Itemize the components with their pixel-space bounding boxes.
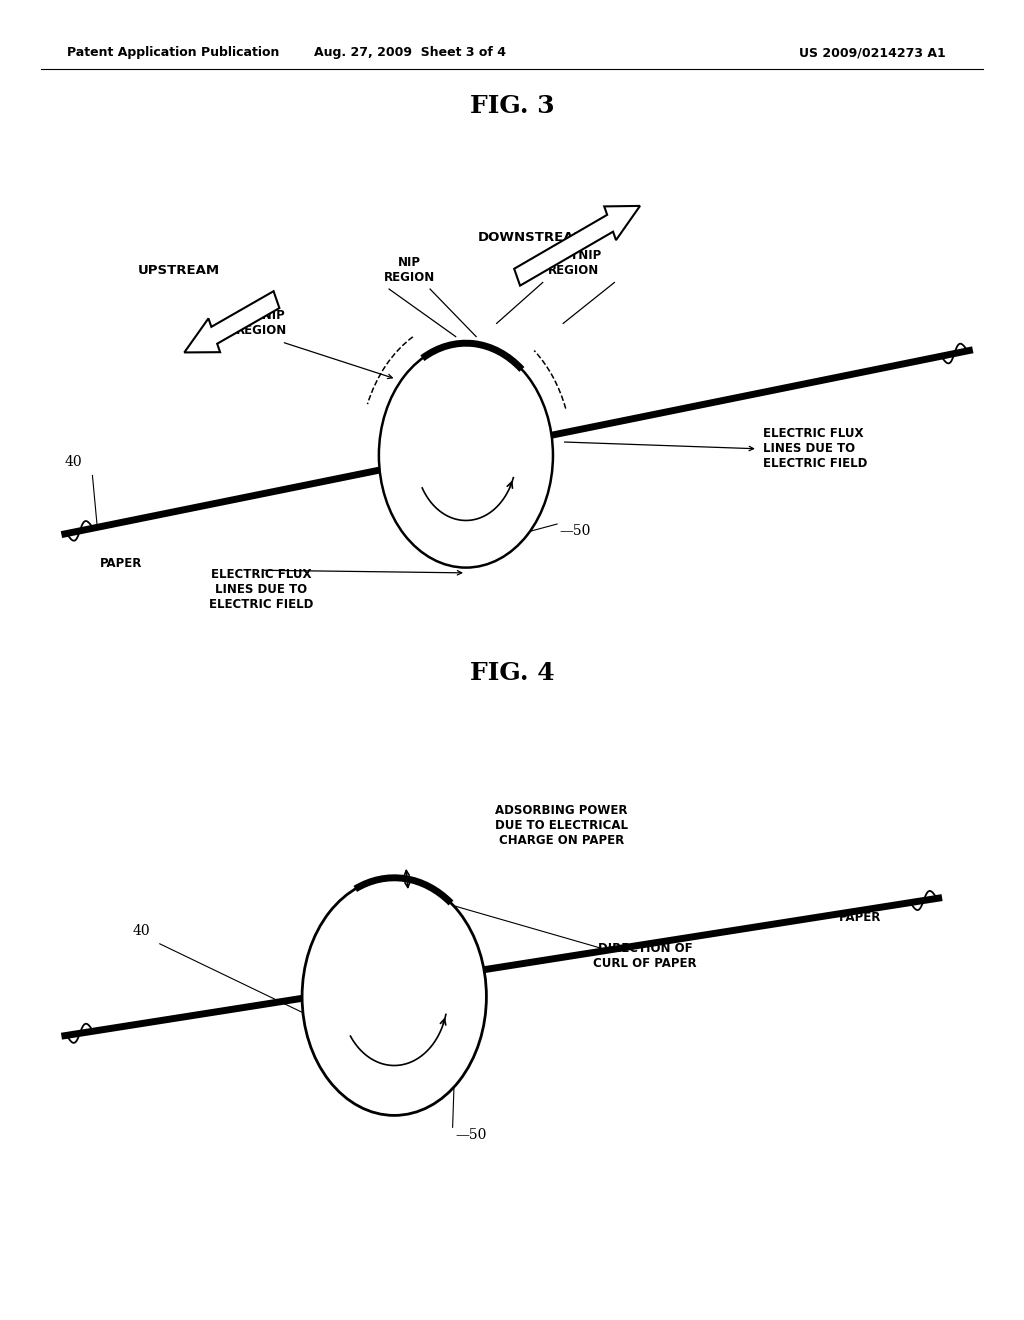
Polygon shape — [514, 206, 640, 285]
Text: NIP
REGION: NIP REGION — [384, 256, 435, 284]
Text: 40: 40 — [65, 455, 83, 469]
Text: —50: —50 — [559, 524, 591, 537]
Text: PRENIP
REGION: PRENIP REGION — [236, 309, 287, 337]
Text: US 2009/0214273 A1: US 2009/0214273 A1 — [799, 46, 945, 59]
Text: 40: 40 — [132, 924, 151, 937]
Circle shape — [302, 878, 486, 1115]
Text: UPSTREAM: UPSTREAM — [138, 264, 220, 277]
Text: ADSORBING POWER
DUE TO ELECTRICAL
CHARGE ON PAPER: ADSORBING POWER DUE TO ELECTRICAL CHARGE… — [495, 804, 628, 847]
Text: Patent Application Publication: Patent Application Publication — [67, 46, 279, 59]
Text: —50: —50 — [456, 1129, 487, 1142]
Text: ELECTRIC FLUX
LINES DUE TO
ELECTRIC FIELD: ELECTRIC FLUX LINES DUE TO ELECTRIC FIEL… — [209, 568, 313, 611]
Text: PAPER: PAPER — [839, 911, 882, 924]
Circle shape — [379, 343, 553, 568]
Text: ELECTRIC FLUX
LINES DUE TO
ELECTRIC FIELD: ELECTRIC FLUX LINES DUE TO ELECTRIC FIEL… — [763, 428, 867, 470]
Text: FIG. 3: FIG. 3 — [470, 94, 554, 117]
Polygon shape — [184, 292, 280, 352]
Text: FIG. 4: FIG. 4 — [470, 661, 554, 685]
Text: PAPER: PAPER — [99, 557, 142, 570]
Text: DOWNSTREAM: DOWNSTREAM — [477, 231, 588, 244]
Text: Aug. 27, 2009  Sheet 3 of 4: Aug. 27, 2009 Sheet 3 of 4 — [313, 46, 506, 59]
Text: DIRECTION OF
CURL OF PAPER: DIRECTION OF CURL OF PAPER — [593, 941, 697, 970]
Text: POSTNIP
REGION: POSTNIP REGION — [545, 249, 602, 277]
